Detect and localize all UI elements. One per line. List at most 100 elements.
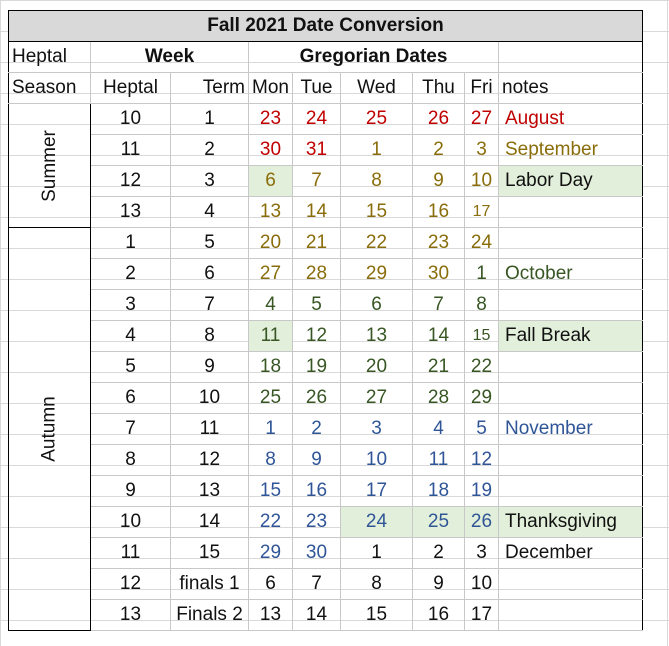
- cell-term-week[interactable]: 5: [170, 227, 249, 259]
- cell-heptal-week[interactable]: 2: [90, 258, 171, 290]
- cell-thu[interactable]: 16: [412, 599, 465, 631]
- cell-heptal-week[interactable]: 5: [90, 351, 171, 383]
- header-term[interactable]: Term: [170, 72, 249, 104]
- cell-term-week[interactable]: 15: [170, 537, 249, 569]
- cell-heptal-week[interactable]: 12: [90, 165, 171, 197]
- cell-mon[interactable]: 1: [248, 413, 293, 445]
- cell-thu[interactable]: 25: [412, 506, 465, 538]
- cell-term-week[interactable]: 4: [170, 196, 249, 228]
- cell-tue[interactable]: 21: [292, 227, 341, 259]
- cell-thu[interactable]: 26: [412, 103, 465, 135]
- cell-wed[interactable]: 8: [340, 568, 413, 600]
- cell-tue[interactable]: 12: [292, 320, 341, 352]
- cell-heptal-week[interactable]: 12: [90, 568, 171, 600]
- cell-mon[interactable]: 15: [248, 475, 293, 507]
- cell-wed[interactable]: 15: [340, 196, 413, 228]
- cell-term-week[interactable]: 10: [170, 382, 249, 414]
- cell-fri[interactable]: 24: [464, 227, 499, 259]
- cell-wed[interactable]: 25: [340, 103, 413, 135]
- cell-thu[interactable]: 4: [412, 413, 465, 445]
- cell-thu[interactable]: 2: [412, 134, 465, 166]
- cell-notes[interactable]: September: [498, 134, 643, 166]
- cell-fri[interactable]: 3: [464, 537, 499, 569]
- cell-heptal-week[interactable]: 8: [90, 444, 171, 476]
- cell-heptal-week[interactable]: 10: [90, 103, 171, 135]
- cell-tue[interactable]: 19: [292, 351, 341, 383]
- cell-notes[interactable]: [498, 444, 643, 476]
- cell-thu[interactable]: 28: [412, 382, 465, 414]
- cell-notes[interactable]: [498, 289, 643, 321]
- header-wed[interactable]: Wed: [340, 72, 413, 104]
- cell-wed[interactable]: 29: [340, 258, 413, 290]
- cell-wed[interactable]: 3: [340, 413, 413, 445]
- cell-fri[interactable]: 29: [464, 382, 499, 414]
- header-heptal[interactable]: Heptal: [8, 41, 91, 73]
- cell-wed[interactable]: 1: [340, 134, 413, 166]
- cell-mon[interactable]: 29: [248, 537, 293, 569]
- cell-wed[interactable]: 13: [340, 320, 413, 352]
- cell-wed[interactable]: 10: [340, 444, 413, 476]
- cell-term-week[interactable]: finals 1: [170, 568, 249, 600]
- cell-mon[interactable]: 20: [248, 227, 293, 259]
- cell-thu[interactable]: 2: [412, 537, 465, 569]
- cell-notes[interactable]: [498, 568, 643, 600]
- cell-tue[interactable]: 7: [292, 568, 341, 600]
- cell-tue[interactable]: 31: [292, 134, 341, 166]
- cell-heptal-week[interactable]: 11: [90, 537, 171, 569]
- header-notes-top[interactable]: [498, 41, 643, 73]
- cell-notes[interactable]: [498, 382, 643, 414]
- cell-thu[interactable]: 9: [412, 165, 465, 197]
- cell-fri[interactable]: 10: [464, 165, 499, 197]
- table-title[interactable]: Fall 2021 Date Conversion: [8, 10, 643, 42]
- header-fri[interactable]: Fri: [464, 72, 499, 104]
- cell-mon[interactable]: 6: [248, 165, 293, 197]
- cell-mon[interactable]: 30: [248, 134, 293, 166]
- cell-mon[interactable]: 4: [248, 289, 293, 321]
- cell-heptal-week[interactable]: 10: [90, 506, 171, 538]
- header-tue[interactable]: Tue: [292, 72, 341, 104]
- cell-tue[interactable]: 16: [292, 475, 341, 507]
- header-notes[interactable]: notes: [498, 72, 643, 104]
- cell-fri[interactable]: 27: [464, 103, 499, 135]
- cell-notes[interactable]: November: [498, 413, 643, 445]
- cell-wed[interactable]: 1: [340, 537, 413, 569]
- cell-fri[interactable]: 19: [464, 475, 499, 507]
- cell-tue[interactable]: 14: [292, 196, 341, 228]
- header-heptal-week[interactable]: Heptal: [90, 72, 171, 104]
- cell-notes[interactable]: [498, 227, 643, 259]
- cell-term-week[interactable]: 7: [170, 289, 249, 321]
- header-mon[interactable]: Mon: [248, 72, 293, 104]
- cell-notes[interactable]: [498, 351, 643, 383]
- cell-mon[interactable]: 25: [248, 382, 293, 414]
- cell-wed[interactable]: 22: [340, 227, 413, 259]
- cell-fri[interactable]: 5: [464, 413, 499, 445]
- cell-term-week[interactable]: 3: [170, 165, 249, 197]
- cell-heptal-week[interactable]: 6: [90, 382, 171, 414]
- cell-tue[interactable]: 23: [292, 506, 341, 538]
- cell-tue[interactable]: 9: [292, 444, 341, 476]
- cell-heptal-week[interactable]: 9: [90, 475, 171, 507]
- cell-mon[interactable]: 13: [248, 196, 293, 228]
- cell-heptal-week[interactable]: 1: [90, 227, 171, 259]
- cell-notes[interactable]: [498, 599, 643, 631]
- cell-heptal-week[interactable]: 3: [90, 289, 171, 321]
- cell-thu[interactable]: 21: [412, 351, 465, 383]
- cell-term-week[interactable]: 12: [170, 444, 249, 476]
- cell-fri[interactable]: 17: [464, 599, 499, 631]
- cell-tue[interactable]: 26: [292, 382, 341, 414]
- cell-term-week[interactable]: 9: [170, 351, 249, 383]
- cell-fri[interactable]: 26: [464, 506, 499, 538]
- cell-fri[interactable]: 8: [464, 289, 499, 321]
- cell-mon[interactable]: 6: [248, 568, 293, 600]
- cell-term-week[interactable]: 14: [170, 506, 249, 538]
- cell-heptal-week[interactable]: 4: [90, 320, 171, 352]
- cell-mon[interactable]: 13: [248, 599, 293, 631]
- cell-thu[interactable]: 11: [412, 444, 465, 476]
- cell-notes[interactable]: Labor Day: [498, 165, 643, 197]
- cell-mon[interactable]: 23: [248, 103, 293, 135]
- cell-term-week[interactable]: 1: [170, 103, 249, 135]
- cell-wed[interactable]: 6: [340, 289, 413, 321]
- cell-fri[interactable]: 12: [464, 444, 499, 476]
- cell-notes[interactable]: Thanksgiving: [498, 506, 643, 538]
- header-thu[interactable]: Thu: [412, 72, 465, 104]
